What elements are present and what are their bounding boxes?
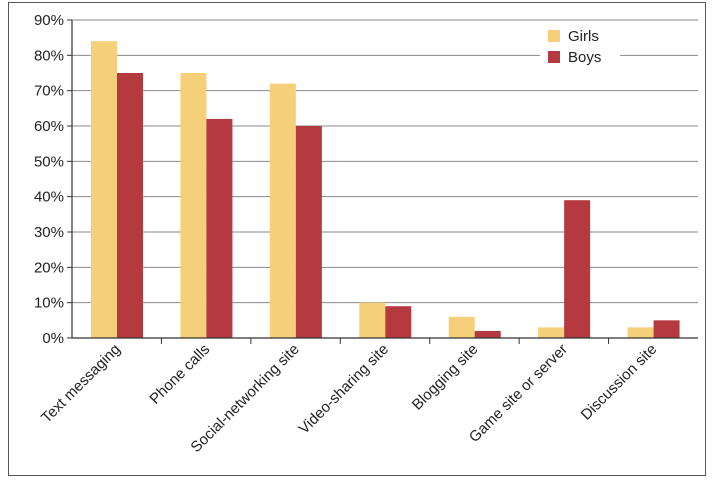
bar-boys	[295, 126, 322, 338]
legend-swatch-girls	[548, 30, 560, 42]
grid-lines	[72, 19, 698, 304]
y-tick-label: 20%	[34, 259, 64, 276]
bar-girls	[627, 327, 654, 338]
chart-frame	[8, 2, 706, 476]
bar-girls	[538, 327, 565, 338]
bar-girls	[269, 83, 296, 338]
bar-boys	[385, 306, 412, 338]
y-tick-label: 90%	[34, 12, 64, 29]
x-tick-label: Blogging site	[409, 341, 482, 414]
x-tick-label: Discussion site	[578, 341, 661, 424]
axes	[67, 19, 698, 344]
y-tick-labels: 0% 10% 20% 30% 40% 50% 60% 70% 80% 90%	[34, 12, 64, 347]
y-tick-label: 50%	[34, 153, 64, 170]
legend: Girls Boys	[540, 26, 620, 72]
y-tick-label: 0%	[42, 330, 64, 347]
x-tick-labels: Text messaging Phone callsSocial-networki…	[38, 341, 660, 456]
x-tick-label: Text messaging	[38, 341, 124, 427]
bar-girls	[448, 316, 475, 338]
y-tick-label: 70%	[34, 83, 64, 100]
bar-boys	[117, 73, 143, 338]
y-tick-label: 80%	[34, 47, 64, 64]
y-tick-label: 40%	[34, 189, 64, 206]
bars	[91, 41, 680, 338]
bar-girls	[91, 41, 117, 338]
bar-girls	[359, 302, 386, 338]
legend-label-girls: Girls	[568, 28, 599, 45]
bar-boys	[474, 330, 501, 338]
bar-boys	[206, 118, 233, 338]
y-tick-label: 10%	[34, 295, 64, 312]
y-tick-label: 30%	[34, 224, 64, 241]
x-tick-label: Phone calls	[146, 341, 213, 408]
legend-swatch-boys	[548, 51, 560, 63]
legend-label-boys: Boys	[568, 49, 601, 66]
x-tick-label: Video-sharing site	[295, 341, 392, 438]
bar-boys	[564, 200, 591, 338]
y-tick-label: 60%	[34, 118, 64, 135]
x-tick-label: Game site or server	[466, 341, 571, 446]
bar-boys	[653, 320, 680, 338]
bar-girls	[180, 73, 207, 338]
